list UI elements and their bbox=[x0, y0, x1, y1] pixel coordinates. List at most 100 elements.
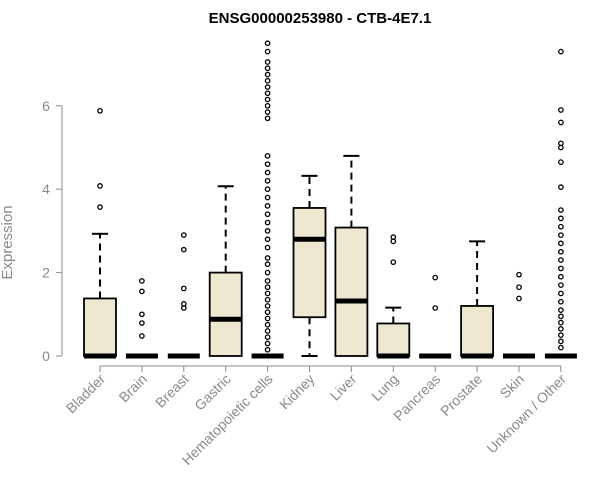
outlier-point bbox=[264, 269, 271, 276]
box-group bbox=[125, 278, 158, 359]
box-body bbox=[376, 322, 411, 357]
outlier-point bbox=[264, 48, 271, 55]
y-tick-label: 4 bbox=[42, 181, 50, 197]
x-tick-label: Pancreas bbox=[390, 371, 443, 424]
x-tick-label: Lung bbox=[368, 371, 401, 404]
outlier-point bbox=[432, 274, 439, 281]
box-group bbox=[292, 174, 327, 357]
outlier-point bbox=[139, 278, 145, 284]
outlier-point bbox=[264, 346, 271, 353]
outlier-point bbox=[264, 315, 271, 322]
outlier-point bbox=[558, 248, 564, 255]
x-tick-label: Unknown / Other bbox=[483, 371, 569, 457]
outlier-point bbox=[264, 261, 271, 268]
outlier-point bbox=[558, 298, 564, 305]
outlier-point bbox=[264, 203, 271, 209]
outlier-point bbox=[264, 77, 271, 84]
outlier-point bbox=[558, 159, 564, 165]
x-tick-label: Brain bbox=[116, 371, 150, 405]
y-tick-label: 6 bbox=[42, 98, 50, 114]
outlier-point bbox=[558, 332, 564, 338]
outlier-point bbox=[558, 140, 564, 147]
outlier-point bbox=[264, 296, 271, 303]
outlier-point bbox=[180, 232, 187, 238]
outlier-point bbox=[558, 215, 564, 222]
y-axis: 0 2 4 6 bbox=[42, 98, 63, 364]
outlier-point bbox=[264, 236, 271, 243]
outlier-point bbox=[180, 285, 187, 292]
outlier-point bbox=[432, 305, 439, 311]
outlier-point bbox=[139, 288, 145, 295]
outlier-point bbox=[558, 338, 564, 345]
outlier-point bbox=[264, 186, 271, 193]
box-body bbox=[292, 207, 327, 319]
box-group bbox=[544, 48, 577, 359]
outlier-point bbox=[97, 204, 103, 210]
outlier-point bbox=[264, 194, 271, 201]
box-group bbox=[419, 274, 452, 359]
outlier-point bbox=[139, 333, 145, 339]
outlier-point bbox=[264, 244, 271, 251]
outlier-point bbox=[180, 246, 187, 253]
box-body bbox=[83, 297, 117, 357]
y-tick-label: 0 bbox=[42, 348, 50, 364]
outlier-point bbox=[558, 326, 564, 332]
outlier-point bbox=[264, 255, 271, 261]
outlier-point bbox=[264, 178, 271, 184]
outlier-point bbox=[264, 71, 271, 78]
outlier-point bbox=[264, 284, 271, 291]
box-group bbox=[167, 232, 200, 359]
outlier-point bbox=[558, 290, 564, 297]
box-group bbox=[208, 185, 243, 357]
y-axis-label: Expression bbox=[0, 205, 16, 279]
outlier-point bbox=[264, 309, 271, 316]
outlier-point bbox=[139, 320, 145, 326]
x-tick-label: Kidney bbox=[276, 371, 318, 413]
outlier-point bbox=[558, 232, 564, 238]
outlier-point bbox=[558, 207, 564, 213]
outlier-point bbox=[390, 234, 397, 241]
box-group bbox=[83, 107, 117, 359]
outlier-point bbox=[558, 223, 564, 230]
outlier-point bbox=[558, 344, 564, 351]
outlier-point bbox=[97, 107, 103, 114]
box-body bbox=[208, 271, 243, 357]
outlier-point bbox=[264, 334, 271, 341]
outlier-point bbox=[516, 284, 522, 291]
box-body bbox=[460, 305, 495, 357]
x-tick-label: Breast bbox=[152, 371, 192, 411]
box-group bbox=[460, 240, 495, 359]
box-group bbox=[251, 40, 284, 359]
outlier-point bbox=[139, 311, 145, 318]
y-tick-label: 2 bbox=[42, 265, 50, 281]
outlier-point bbox=[264, 211, 271, 218]
box-series bbox=[83, 40, 577, 359]
outlier-point bbox=[264, 169, 271, 176]
outlier-point bbox=[264, 59, 271, 65]
outlier-point bbox=[180, 301, 187, 307]
outlier-point bbox=[558, 257, 564, 263]
outlier-point bbox=[558, 48, 564, 55]
outlier-point bbox=[264, 65, 271, 72]
outlier-point bbox=[558, 265, 564, 272]
outlier-point bbox=[264, 152, 271, 159]
x-tick-label: Skin bbox=[497, 371, 528, 402]
outlier-point bbox=[264, 115, 271, 122]
outlier-point bbox=[264, 40, 271, 47]
outlier-point bbox=[264, 219, 271, 226]
x-tick-label: Prostate bbox=[437, 371, 485, 419]
outlier-point bbox=[558, 240, 564, 247]
outlier-point bbox=[264, 328, 271, 334]
outlier-point bbox=[264, 321, 271, 328]
box-body bbox=[334, 226, 369, 357]
outlier-point bbox=[558, 319, 564, 326]
outlier-point bbox=[264, 90, 271, 97]
outlier-point bbox=[558, 307, 564, 313]
outlier-point bbox=[558, 107, 564, 113]
outlier-point bbox=[516, 295, 522, 302]
outlier-point bbox=[390, 259, 397, 266]
outlier-point bbox=[264, 84, 271, 90]
outlier-point bbox=[558, 184, 564, 190]
